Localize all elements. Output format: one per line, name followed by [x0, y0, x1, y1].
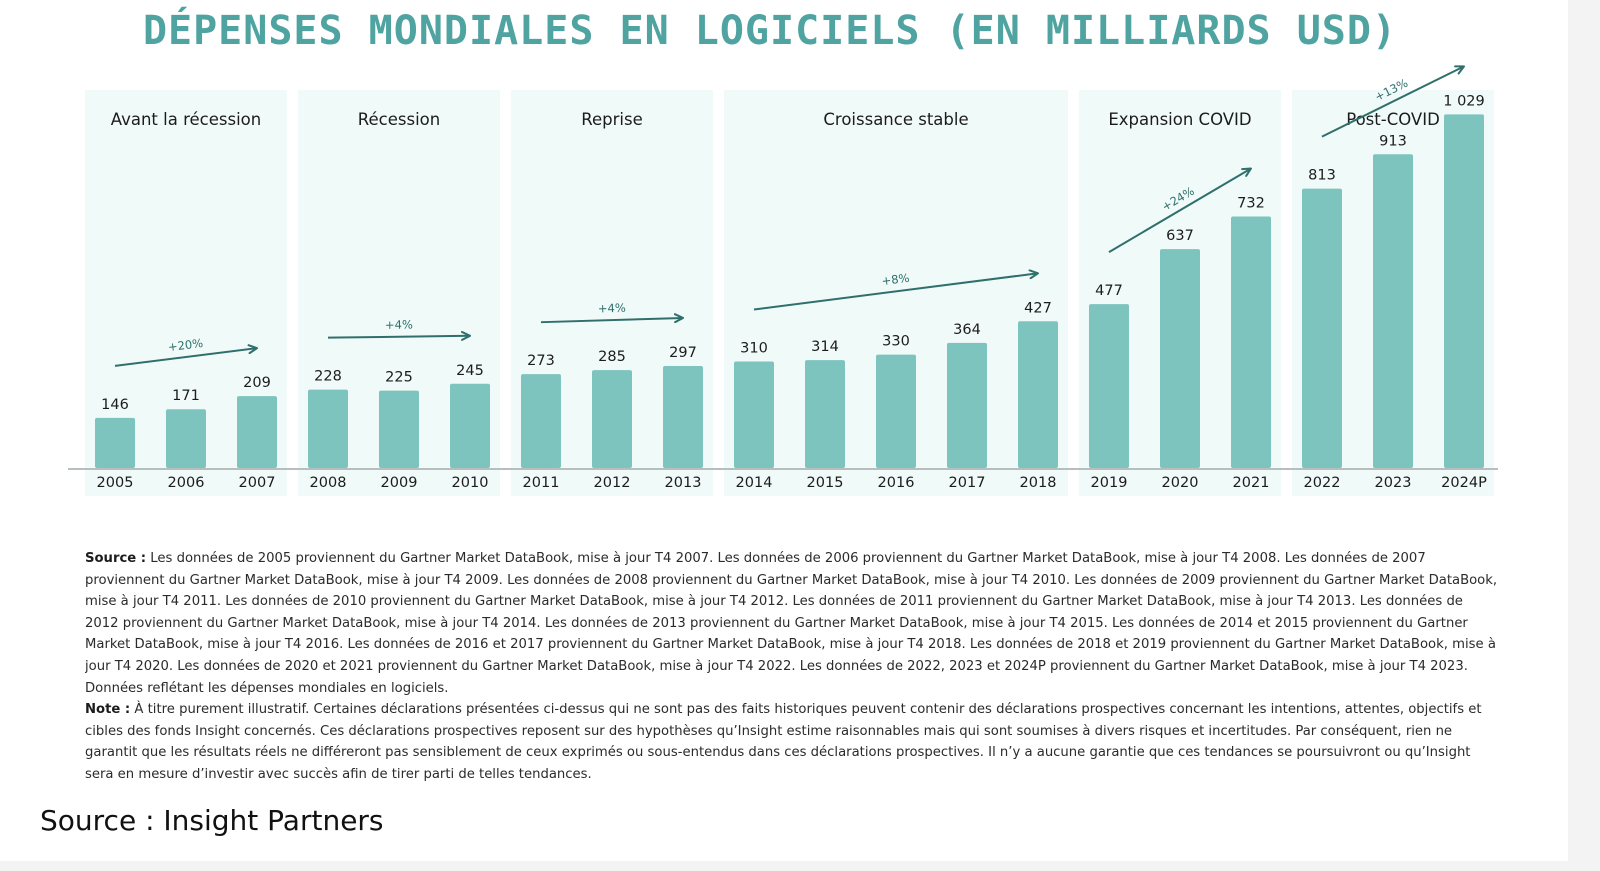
data-label: 637: [1166, 228, 1194, 244]
page-title: DÉPENSES MONDIALES EN LOGICIELS (EN MILL…: [142, 8, 1398, 54]
x-tick-label: 2024P: [1441, 475, 1487, 491]
phase-label: Expansion COVID: [1108, 110, 1251, 129]
data-label: 146: [101, 397, 129, 413]
bar-2022: [1302, 188, 1342, 468]
data-label: 913: [1379, 133, 1407, 149]
bar-2012: [592, 370, 632, 468]
data-label: 171: [172, 388, 200, 404]
disclaimer-note-label: Note :: [85, 702, 131, 718]
x-tick-label: 2013: [665, 475, 702, 491]
growth-rate-label: +20%: [167, 336, 204, 354]
source-note-text: Les données de 2005 proviennent du Gartn…: [85, 551, 1498, 696]
bar-2017: [947, 342, 987, 468]
growth-arrow-4: [1108, 167, 1252, 253]
data-label: 330: [882, 334, 910, 350]
data-label: 225: [385, 370, 413, 386]
source-note: Source : Les données de 2005 proviennent…: [85, 548, 1500, 699]
bar-2013: [663, 365, 703, 468]
x-tick-label: 2008: [310, 475, 347, 491]
phase-label: Reprise: [581, 110, 642, 129]
x-tick-label: 2017: [949, 475, 986, 491]
data-label: 285: [598, 349, 626, 365]
x-tick-label: 2014: [736, 475, 773, 491]
footer-source: Source : Insight Partners: [40, 804, 384, 837]
bar-2005: [95, 417, 135, 468]
bar-2018: [1018, 321, 1058, 468]
data-label: 297: [669, 345, 697, 361]
growth-rate-label: +4%: [385, 318, 413, 332]
growth-rate-label: +8%: [881, 271, 910, 288]
growth-arrow-3: [753, 269, 1039, 311]
data-label: 245: [456, 363, 484, 379]
right-edge-shade: [1568, 0, 1600, 871]
data-label: 477: [1095, 283, 1123, 299]
data-label: 310: [740, 340, 768, 356]
bar-2024P: [1444, 114, 1484, 468]
phase-label: Récession: [358, 110, 440, 129]
bar-2008: [308, 389, 348, 468]
bar-2007: [237, 396, 277, 468]
growth-arrow-5: [1321, 65, 1465, 138]
bar-2021: [1231, 216, 1271, 468]
x-tick-label: 2006: [168, 475, 205, 491]
bar-2020: [1160, 249, 1200, 468]
data-label: 273: [527, 353, 555, 369]
x-tick-label: 2011: [523, 475, 560, 491]
software-spending-chart: Avant la récession Récession Reprise Croiss…: [68, 65, 1498, 496]
bar-2015: [805, 360, 845, 468]
x-tick-label: 2007: [239, 475, 276, 491]
phase-label: Croissance stable: [823, 110, 968, 129]
growth-arrow-1: [327, 330, 471, 341]
x-tick-label: 2023: [1375, 475, 1412, 491]
bar-2016: [876, 354, 916, 468]
bar-2011: [521, 374, 561, 468]
data-label: 314: [811, 339, 839, 355]
bar-2006: [166, 409, 206, 468]
x-tick-label: 2018: [1020, 475, 1057, 491]
x-tick-label: 2009: [381, 475, 418, 491]
phase-label: Post-COVID: [1346, 110, 1440, 129]
x-tick-label: 2020: [1162, 475, 1199, 491]
x-tick-label: 2015: [807, 475, 844, 491]
bar-2009: [379, 390, 419, 468]
data-label: 427: [1024, 300, 1052, 316]
bar-2014: [734, 361, 774, 468]
data-label: 364: [953, 322, 981, 338]
bar-2023: [1373, 154, 1413, 468]
footnotes: Source : Les données de 2005 proviennent…: [85, 548, 1500, 788]
disclaimer-note: Note : À titre purement illustratif. Cer…: [85, 699, 1500, 785]
x-tick-label: 2010: [452, 475, 489, 491]
growth-arrow-0: [114, 344, 258, 367]
x-tick-label: 2022: [1304, 475, 1341, 491]
data-label: 732: [1237, 195, 1265, 211]
data-label: 813: [1308, 168, 1336, 184]
bar-2019: [1089, 304, 1129, 468]
x-tick-label: 2019: [1091, 475, 1128, 491]
bar-2010: [450, 383, 490, 468]
x-tick-label: 2021: [1233, 475, 1270, 491]
data-label: 228: [314, 369, 342, 385]
bottom-edge-shade: [0, 861, 1600, 871]
growth-rate-label: +4%: [598, 301, 626, 316]
data-label: 1 029: [1443, 93, 1485, 109]
x-tick-label: 2016: [878, 475, 915, 491]
phase-label: Avant la récession: [111, 110, 261, 129]
data-label: 209: [243, 375, 271, 391]
disclaimer-note-text: À titre purement illustratif. Certaines …: [85, 702, 1482, 782]
x-tick-label: 2012: [594, 475, 631, 491]
x-tick-label: 2005: [97, 475, 134, 491]
growth-arrow-2: [540, 313, 684, 324]
source-note-label: Source :: [85, 551, 147, 566]
